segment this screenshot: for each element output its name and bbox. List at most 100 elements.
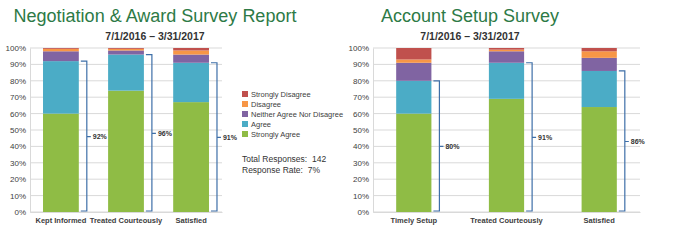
legend-label: Neither Agree Nor Disagree [251, 110, 343, 119]
tick-label: Kept Informed [35, 216, 86, 225]
legend-label: Strongly Disagree [251, 90, 311, 99]
tick-label: 20% [353, 175, 369, 184]
tick-label: Treated Courteously [90, 216, 163, 225]
tick-label: 10% [10, 192, 26, 201]
chart-subtitle: 7/1/2016 – 3/31/2017 [420, 30, 519, 42]
legend-label: Strongly Agree [251, 130, 300, 139]
tick-label: Treated Courteously [470, 216, 543, 225]
series [43, 48, 209, 50]
bars [396, 48, 617, 212]
chart-canvas: Negotiation & Award Survey Report 7/1/201… [0, 0, 685, 232]
tick-label: 100% [6, 44, 26, 53]
legend-swatch [242, 131, 248, 137]
tick-label: Timely Setup [391, 216, 438, 225]
bar [582, 58, 617, 71]
tick-label: 80% [353, 77, 369, 86]
bracket [433, 81, 443, 211]
legend-label: Disagree [251, 100, 281, 109]
tick: 60% [353, 110, 373, 119]
tick-label: 90% [353, 60, 369, 69]
chart: Negotiation & Award Survey Report7/1/201… [6, 6, 344, 225]
tick-label: 40% [353, 142, 369, 151]
bar [489, 99, 524, 212]
bars [43, 48, 209, 212]
tick: 10% [10, 192, 30, 201]
chart: Account Setup Survey 7/1/2016 – 3/31/2017… [349, 6, 646, 225]
legend: Strongly DisagreeDisagreeNeither Agree N… [242, 90, 343, 139]
bar [108, 48, 144, 49]
tick: Kept Informed [35, 212, 86, 225]
bar [108, 91, 144, 212]
annotations: 80% 91% 86% [433, 63, 645, 211]
chart-title: Account Setup Survey [381, 6, 559, 26]
tick-label: 80% [10, 77, 26, 86]
bracket [146, 55, 156, 211]
bracket-label: 86% [631, 138, 646, 145]
bar [489, 63, 524, 99]
legend-swatch [242, 121, 248, 127]
bar [173, 63, 209, 102]
series [396, 48, 617, 59]
axis-line [30, 49, 31, 213]
bar [582, 71, 617, 107]
bar [108, 55, 144, 91]
note: Response Rate: 7% [242, 165, 320, 175]
bracket [526, 63, 536, 211]
y-axis: 0%10%20%30%40%50%60%70%80%90%100% [6, 44, 31, 217]
chart-title: Negotiation & Award Survey Report [14, 6, 297, 26]
bar [396, 114, 431, 212]
bar [396, 48, 431, 59]
tick: Treated Courteously [90, 212, 163, 225]
bracket-label: 96% [158, 130, 173, 137]
tick: 20% [353, 175, 373, 184]
tick-label: 90% [10, 60, 26, 69]
tick: 60% [10, 110, 30, 119]
legend-swatch [242, 111, 248, 117]
tick: 90% [353, 60, 373, 69]
bar [396, 81, 431, 114]
x-axis: Kept InformedTreated CourteouslySatisfie… [31, 212, 223, 225]
bar [582, 51, 617, 58]
tick-label: 30% [10, 159, 26, 168]
bracket [81, 61, 91, 211]
tick-label: 0% [357, 208, 369, 217]
bar [489, 48, 524, 50]
bracket-label: 91% [538, 134, 553, 141]
tick: Satisfied [584, 212, 616, 225]
tick: 20% [10, 175, 30, 184]
bar [43, 61, 79, 113]
tick-label: 70% [353, 93, 369, 102]
grid [30, 48, 222, 212]
tick: 10% [353, 192, 373, 201]
legend-swatch [242, 91, 248, 97]
bar [43, 51, 79, 61]
tick: 50% [353, 126, 373, 135]
tick: Treated Courteously [470, 212, 543, 225]
bar [582, 48, 617, 51]
tick: 40% [353, 142, 373, 151]
tick: 80% [10, 77, 30, 86]
grid [373, 48, 640, 212]
tick: 50% [10, 126, 30, 135]
tick-label: 10% [353, 192, 369, 201]
tick-label: 40% [10, 142, 26, 151]
bar [396, 63, 431, 81]
tick-label: 50% [10, 126, 26, 135]
bracket-label: 92% [93, 133, 108, 140]
bracket-label: 91% [223, 134, 238, 141]
tick: Timely Setup [391, 212, 438, 225]
bar [173, 102, 209, 212]
tick: 30% [353, 159, 373, 168]
tick-label: 60% [353, 110, 369, 119]
y-axis: 0%10%20%30%40%50%60%70%80%90%100% [349, 44, 374, 217]
tick: 40% [10, 142, 30, 151]
x-axis: Timely Setup Treated Courteously Satisfied [374, 212, 641, 225]
bar [173, 50, 209, 54]
tick-label: 60% [10, 110, 26, 119]
bar [108, 49, 144, 51]
bar [489, 50, 524, 52]
bar [489, 51, 524, 62]
bar [43, 48, 79, 49]
bracket-label: 80% [445, 143, 460, 150]
bar [43, 49, 79, 51]
